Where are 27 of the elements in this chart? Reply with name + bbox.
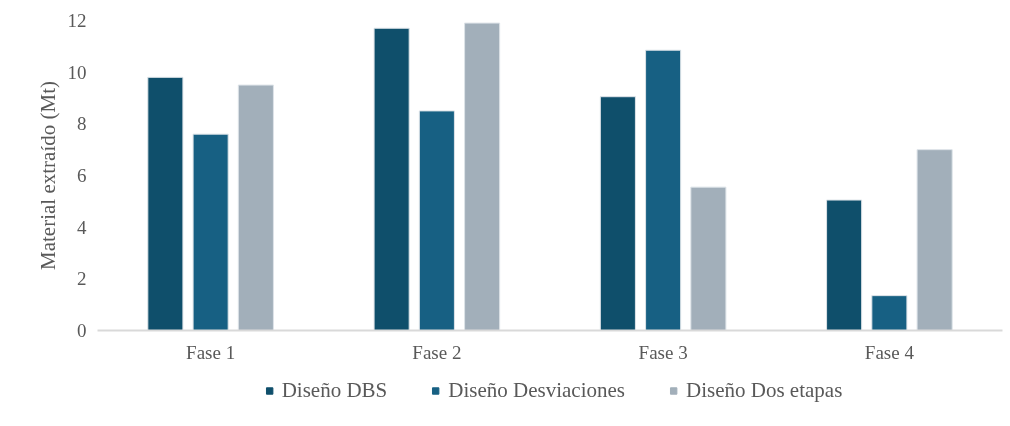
legend-label: Diseño Dos etapas xyxy=(686,377,843,403)
y-tick-label: 4 xyxy=(77,216,87,238)
x-tick-label: Fase 4 xyxy=(864,341,915,363)
bar xyxy=(464,22,501,331)
y-tick-label: 12 xyxy=(67,10,87,31)
y-axis-title: Material extraído (Mt) xyxy=(35,81,60,270)
bar xyxy=(192,133,229,331)
y-tick-label: 10 xyxy=(67,61,87,83)
bar xyxy=(916,149,953,331)
bar xyxy=(599,96,636,331)
x-tick-label: Fase 3 xyxy=(638,341,688,363)
legend-label: Diseño DBS xyxy=(281,377,388,403)
bar xyxy=(147,76,184,331)
bar xyxy=(237,84,274,331)
bar xyxy=(690,186,727,331)
y-tick-label: 2 xyxy=(77,268,87,290)
y-tick-label: 6 xyxy=(77,165,87,186)
bar xyxy=(645,49,682,331)
y-tick-label: 0 xyxy=(77,320,87,341)
legend-label: Diseño Desviaciones xyxy=(448,377,626,403)
y-tick-label: 8 xyxy=(77,113,87,135)
x-tick-label: Fase 1 xyxy=(186,341,236,363)
bar xyxy=(418,110,455,331)
bar xyxy=(373,27,410,331)
bar xyxy=(826,199,863,331)
x-tick-label: Fase 2 xyxy=(412,341,462,363)
bar xyxy=(871,295,908,331)
